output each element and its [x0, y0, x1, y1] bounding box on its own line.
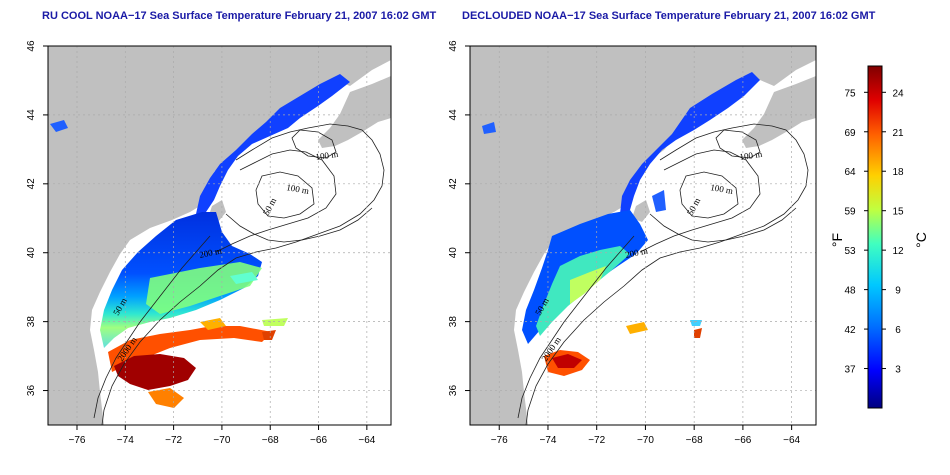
- left-sst-patch-small: [230, 272, 258, 284]
- left-y-tick-label: 44: [26, 109, 37, 121]
- colorbar-fahrenheit-label-value: 69: [844, 128, 856, 139]
- right-map-panel: 100 m 100 m 50 m 200 m 50 m 2000 m −76 −7…: [448, 40, 817, 446]
- colorbar-fahrenheit-label-value: 48: [844, 286, 856, 297]
- colorbar-celsius-label-value: 18: [892, 167, 904, 178]
- right-y-tick-label: 46: [448, 40, 459, 52]
- left-axis-ticks: −76 −74 −72 −70 −68 −66 −64 36 38 40 42 44 46: [26, 40, 376, 446]
- colorbar-fahrenheit-label: °F: [829, 233, 845, 247]
- left-y-tick-label: 40: [26, 247, 37, 259]
- colorbar-celsius-label-value: 9: [895, 286, 901, 297]
- right-y-tick-label: 36: [448, 385, 459, 397]
- colorbar-celsius-label-value: 15: [892, 207, 904, 218]
- left-x-tick-label: −68: [262, 435, 279, 446]
- right-land-mass: [470, 46, 816, 425]
- left-y-tick-label: 46: [26, 40, 37, 52]
- left-contour-label-100m-a: 100 m: [315, 149, 339, 162]
- left-sst-eddy-3: [262, 318, 288, 326]
- colorbar-celsius-label-value: 21: [892, 128, 904, 139]
- colorbar-gradient: [867, 65, 883, 409]
- colorbar-fahrenheit-label-value: 64: [844, 167, 856, 178]
- right-sst-gulf-of-maine: [620, 72, 760, 214]
- colorbar-celsius-label-value: 12: [892, 246, 904, 257]
- right-x-tick-label: −76: [491, 435, 508, 446]
- left-y-tick-label: 38: [26, 316, 37, 328]
- left-nova-scotia: [318, 76, 391, 148]
- right-sst-patch-bank: [652, 190, 666, 212]
- right-y-tick-label: 40: [448, 247, 459, 259]
- right-contour-label-100m-a: 100 m: [739, 149, 763, 162]
- colorbar-fahrenheit-label-value: 42: [844, 325, 856, 336]
- right-sst-gulf-stream-core: [552, 354, 582, 368]
- left-sst-gulf-of-maine: [196, 74, 350, 214]
- right-depth-contours: [517, 123, 809, 425]
- right-x-tick-label: −68: [686, 435, 703, 446]
- left-x-tick-label: −72: [165, 435, 182, 446]
- left-sst-gulf-stream-warm: [108, 326, 272, 372]
- right-x-tick-label: −72: [588, 435, 605, 446]
- left-x-tick-label: −76: [69, 435, 86, 446]
- colorbar-fahrenheit-label-value: 37: [844, 365, 856, 376]
- left-grid: [48, 46, 391, 425]
- right-sst-eddy-2: [694, 328, 702, 338]
- left-contour-label-200m: 200 m: [198, 245, 222, 260]
- colorbar-celsius-label-value: 3: [895, 365, 901, 376]
- left-sst-gulf-stream-core: [114, 354, 196, 390]
- right-grid: [470, 46, 816, 425]
- left-x-tick-label: −66: [310, 435, 327, 446]
- right-sst-patch-north: [482, 122, 496, 134]
- left-map-title: RU COOL NOAA−17 Sea Surface Temperature …: [42, 10, 437, 22]
- left-map-frame: [47, 45, 392, 426]
- right-sst-eddy-1: [626, 322, 648, 334]
- right-nova-scotia: [742, 76, 816, 148]
- right-contour-label-100m-b: 100 m: [710, 182, 734, 196]
- right-x-tick-label: −64: [783, 435, 800, 446]
- right-x-tick-label: −70: [637, 435, 654, 446]
- right-y-tick-label: 44: [448, 109, 459, 121]
- left-land-mass: [48, 46, 391, 425]
- left-x-tick-label: −64: [358, 435, 375, 446]
- right-x-tick-label: −66: [734, 435, 751, 446]
- right-sst-shelf-yellow: [570, 266, 606, 304]
- left-y-tick-label: 36: [26, 385, 37, 397]
- right-x-tick-label: −74: [539, 435, 556, 446]
- left-sst-patch-north: [50, 120, 68, 132]
- left-y-tick-label: 42: [26, 178, 37, 190]
- right-y-tick-label: 42: [448, 178, 459, 190]
- left-sst-gulf-stream-tail: [148, 388, 184, 408]
- left-x-tick-label: −70: [213, 435, 230, 446]
- left-x-tick-label: −74: [117, 435, 134, 446]
- colorbar-fahrenheit-label-value: 75: [844, 88, 856, 99]
- left-sst-eddy-2: [262, 330, 276, 340]
- colorbar-fahrenheit-label-value: 53: [844, 246, 856, 257]
- colorbar-ticks: 24 75 21 69 18 64 15 59 12 53 9 48 6 42 3 37: [844, 88, 904, 375]
- left-sst-offshore-green: [146, 262, 262, 314]
- colorbar-fahrenheit-label-value: 59: [844, 207, 856, 218]
- left-depth-contours: [93, 123, 385, 425]
- colorbar-celsius-label: °C: [913, 232, 929, 248]
- right-axis-ticks: −76 −74 −72 −70 −68 −66 −64 36 38 40 42 44 46: [448, 40, 801, 446]
- right-sst-eddy-3: [690, 320, 702, 326]
- left-map-panel: 100 m 100 m 50 m 200 m 50 m 2000 m −76 −7…: [26, 40, 392, 446]
- left-sst-eddy-1: [200, 318, 226, 330]
- colorbar-celsius-label-value: 24: [892, 88, 904, 99]
- left-contour-label-100m-b: 100 m: [286, 182, 310, 196]
- right-contour-label-200m: 200 m: [624, 245, 648, 260]
- right-y-tick-label: 38: [448, 316, 459, 328]
- colorbar-celsius-label-value: 6: [895, 325, 901, 336]
- right-map-frame: [469, 45, 817, 426]
- right-map-title: DECLOUDED NOAA−17 Sea Surface Temperatur…: [462, 10, 876, 22]
- temperature-colorbar: 24 75 21 69 18 64 15 59 12 53 9 48 6 42 3 37 °F °C: [829, 65, 929, 409]
